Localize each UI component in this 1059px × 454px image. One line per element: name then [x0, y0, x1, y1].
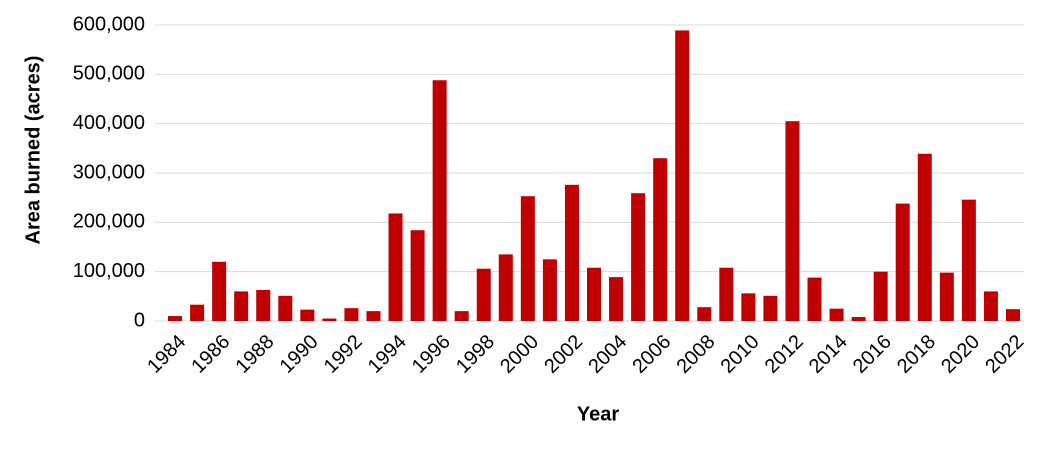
bar: [1005, 309, 1020, 321]
y-tick-label: 0: [134, 309, 145, 331]
x-axis-title: Year: [577, 403, 619, 425]
y-tick-label: 200,000: [73, 211, 145, 233]
bar: [719, 267, 734, 321]
bar: [498, 254, 513, 321]
bar: [300, 309, 315, 321]
x-tick-label: 2018: [893, 331, 940, 378]
x-tick-label: 1992: [320, 331, 367, 378]
x-tick-label: 2016: [849, 331, 896, 378]
x-tick-label: 1988: [231, 331, 278, 378]
bar: [653, 158, 668, 321]
bar: [807, 277, 822, 321]
y-tick-label: 500,000: [73, 63, 145, 85]
x-tick-label: 2002: [540, 331, 587, 378]
x-tick-label: 2004: [584, 331, 631, 378]
x-tick-label: 2022: [981, 331, 1028, 378]
bar: [675, 30, 690, 321]
x-tick-label: 2010: [717, 331, 764, 378]
bar: [366, 311, 381, 321]
y-tick-label: 600,000: [73, 13, 145, 35]
x-tick-label: 1986: [187, 331, 234, 378]
bar: [983, 291, 998, 321]
bar: [256, 289, 271, 321]
bar: [432, 80, 447, 322]
x-tick-label: 2008: [673, 331, 720, 378]
bar: [520, 196, 535, 321]
bar: [454, 311, 469, 321]
x-tick-label: 2014: [805, 331, 852, 378]
bar: [564, 184, 579, 321]
x-tick-label: 2006: [628, 331, 675, 378]
x-tick-label: 1984: [143, 331, 190, 378]
bar: [697, 307, 712, 321]
y-tick-label: 300,000: [73, 161, 145, 183]
bar: [212, 261, 227, 321]
x-tick-label: 1996: [408, 331, 455, 378]
bar: [322, 318, 337, 321]
bar: [168, 316, 183, 321]
bar: [895, 203, 910, 321]
y-tick-label: 400,000: [73, 112, 145, 134]
bar: [917, 153, 932, 321]
x-tick-label: 1990: [276, 331, 323, 378]
y-tick-label: 100,000: [73, 260, 145, 282]
x-tick-label: 1994: [364, 331, 411, 378]
bar: [961, 199, 976, 321]
bar: [587, 267, 601, 321]
bar: [278, 295, 293, 321]
bar: [476, 268, 491, 321]
x-tick-label: 1998: [452, 331, 499, 378]
bar: [234, 291, 249, 321]
bar: [190, 304, 205, 321]
bar: [631, 193, 646, 321]
x-tick-label: 2012: [761, 331, 808, 378]
bar: [344, 308, 359, 321]
bar: [829, 308, 844, 321]
bar: [873, 271, 888, 321]
bar: [785, 121, 800, 321]
x-tick-label: 2020: [937, 331, 984, 378]
y-axis-title: Area burned (acres): [22, 56, 44, 245]
bar: [851, 317, 866, 321]
bar: [939, 272, 954, 321]
bar: [410, 230, 425, 321]
bar: [542, 259, 557, 321]
bar: [763, 295, 778, 321]
bar: [741, 293, 756, 321]
bar: [388, 213, 403, 321]
bar: [609, 277, 624, 321]
x-tick-label: 2000: [496, 331, 543, 378]
